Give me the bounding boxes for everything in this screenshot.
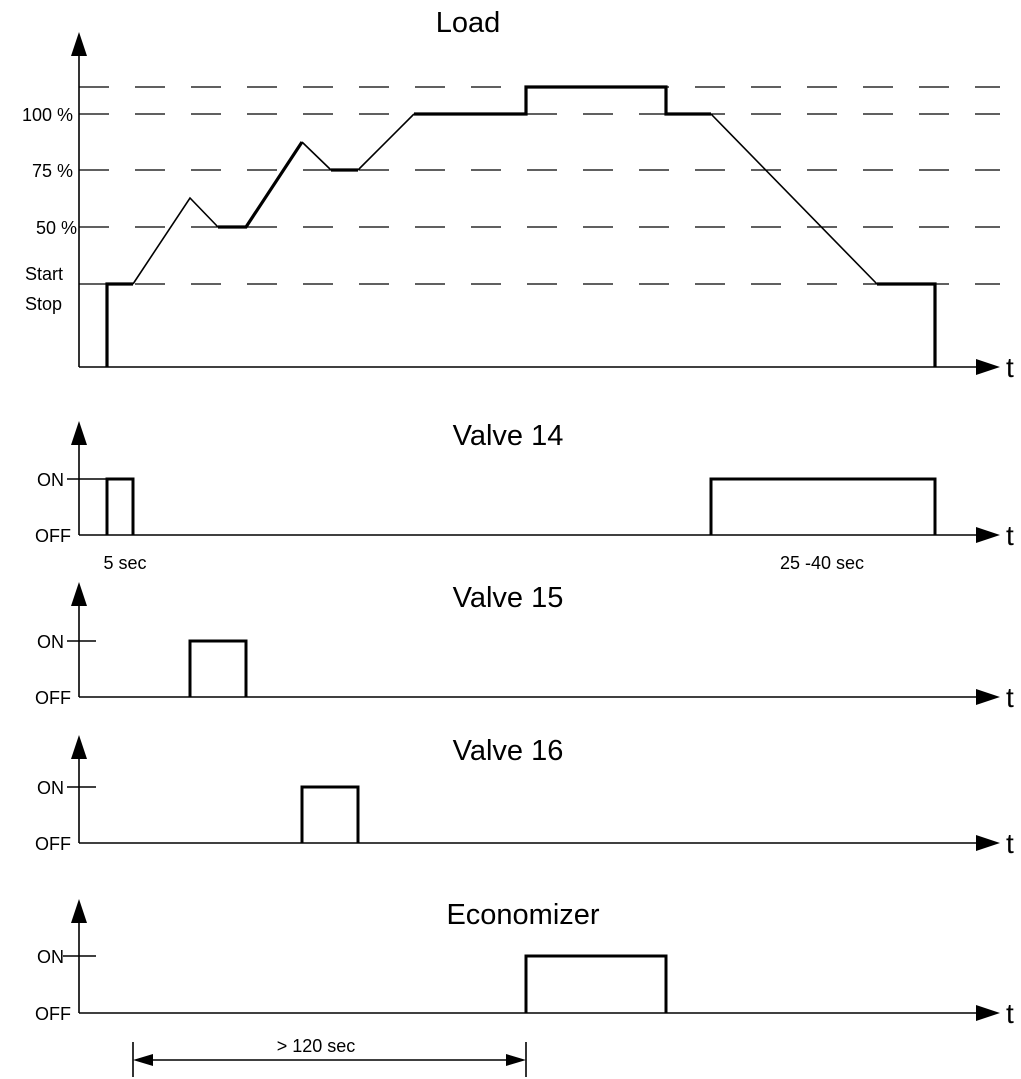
economizer-off-label: OFF [35, 1004, 71, 1024]
valve15-pulse [188, 639, 248, 697]
load-label-start: Start [25, 264, 63, 284]
valve15-chart: Valve 15 t ON OFF [35, 582, 1014, 713]
economizer-x-axis-arrow-icon [976, 1005, 1000, 1021]
valve16-on-label: ON [37, 778, 64, 798]
load-label-75: 75 % [32, 161, 73, 181]
valve14-annotation-5sec: 5 sec [103, 553, 146, 573]
load-label-100: 100 % [22, 105, 73, 125]
duration-left-arrow-icon [133, 1054, 153, 1066]
load-label-stop: Stop [25, 294, 62, 314]
duration-marker: > 120 sec [132, 1036, 527, 1077]
valve14-x-axis-arrow-icon [976, 527, 1000, 543]
valve15-y-axis-arrow-icon [71, 582, 87, 606]
load-curve-stop [877, 282, 937, 367]
valve14-y-axis-arrow-icon [71, 421, 87, 445]
valve15-x-axis-arrow-icon [976, 689, 1000, 705]
economizer-chart: Economizer t ON OFF [35, 899, 1014, 1029]
load-curve-ramp-2 [218, 141, 304, 229]
load-curve-start [105, 282, 133, 367]
valve14-chart: Valve 14 t ON OFF 5 sec 25 -40 sec [35, 420, 1014, 573]
valve16-x-axis-arrow-icon [976, 835, 1000, 851]
load-curve-ramp-down [710, 113, 878, 285]
economizer-on-label: ON [37, 947, 64, 967]
load-title: Load [436, 7, 501, 39]
valve16-off-label: OFF [35, 834, 71, 854]
valve16-title: Valve 16 [453, 735, 564, 767]
economizer-t-label: t [1006, 998, 1014, 1029]
valve15-on-label: ON [37, 632, 64, 652]
load-curve-dip-2 [301, 141, 332, 171]
economizer-y-axis-arrow-icon [71, 899, 87, 923]
valve14-t-label: t [1006, 520, 1014, 551]
valve15-title: Valve 15 [453, 582, 564, 614]
valve16-chart: Valve 16 t ON OFF [35, 735, 1014, 859]
valve14-title: Valve 14 [453, 420, 564, 452]
economizer-pulse [524, 954, 668, 1013]
load-chart: Load t 100 % 75 % 50 % Start Stop [22, 7, 1014, 383]
load-x-axis-arrow-icon [976, 359, 1000, 375]
load-t-label: t [1006, 352, 1014, 383]
load-curve-ramp-1 [132, 196, 219, 285]
valve15-off-label: OFF [35, 688, 71, 708]
valve14-off-label: OFF [35, 526, 71, 546]
load-curve-ramp-3 [357, 113, 415, 171]
valve14-pulse-2 [709, 477, 937, 535]
valve16-y-axis-arrow-icon [71, 735, 87, 759]
valve14-on-label: ON [37, 470, 64, 490]
economizer-title: Economizer [446, 899, 599, 931]
valve16-t-label: t [1006, 828, 1014, 859]
valve16-pulse [300, 785, 360, 843]
duration-label: > 120 sec [277, 1036, 356, 1056]
valve14-pulse-1 [105, 477, 135, 535]
load-y-axis-arrow-icon [71, 32, 87, 56]
load-curve-full-load [414, 85, 711, 116]
valve15-t-label: t [1006, 682, 1014, 713]
load-label-50: 50 % [36, 218, 77, 238]
duration-right-arrow-icon [506, 1054, 526, 1066]
valve14-annotation-25-40sec: 25 -40 sec [780, 553, 864, 573]
